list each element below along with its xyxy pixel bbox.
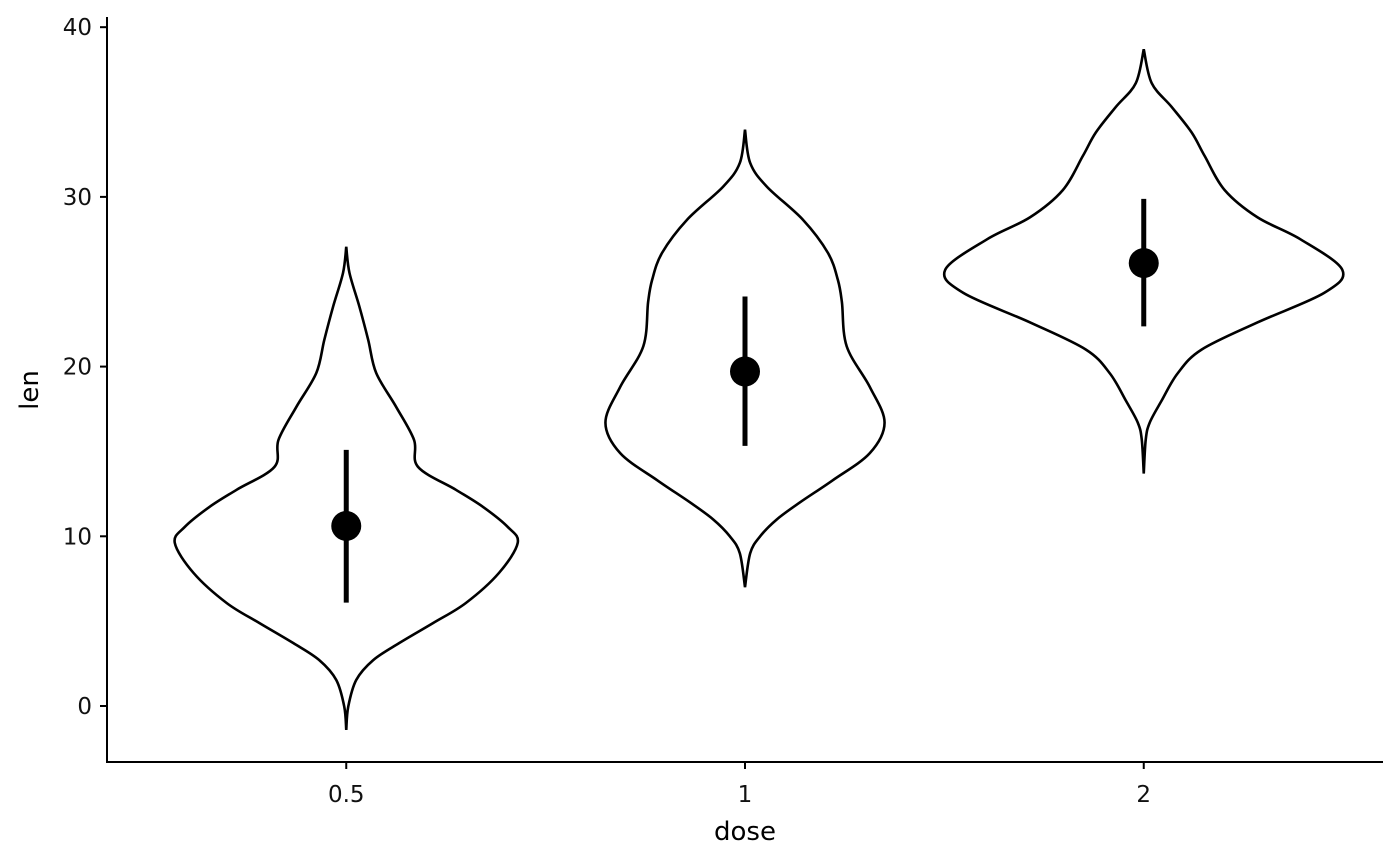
x-axis-title: dose [714,817,776,847]
mean-point-0.5 [331,510,362,541]
y-tick-label: 0 [77,694,92,720]
y-tick-label: 30 [63,185,92,211]
mean-point-2 [1128,248,1159,279]
x-tick-label: 2 [1136,782,1151,808]
mean-point-1 [730,356,760,387]
summaries-layer [331,198,1159,603]
x-tick-label: 1 [738,782,753,808]
x-ticks: 0.5 1 2 [328,762,1151,808]
violins-layer [173,48,1345,731]
y-axis-title: len [15,370,45,410]
y-tick-label: 40 [63,15,92,41]
x-tick-label: 0.5 [328,782,365,808]
y-ticks: 0 10 20 30 40 [63,15,107,720]
y-tick-label: 20 [63,355,92,381]
y-tick-label: 10 [63,524,92,550]
